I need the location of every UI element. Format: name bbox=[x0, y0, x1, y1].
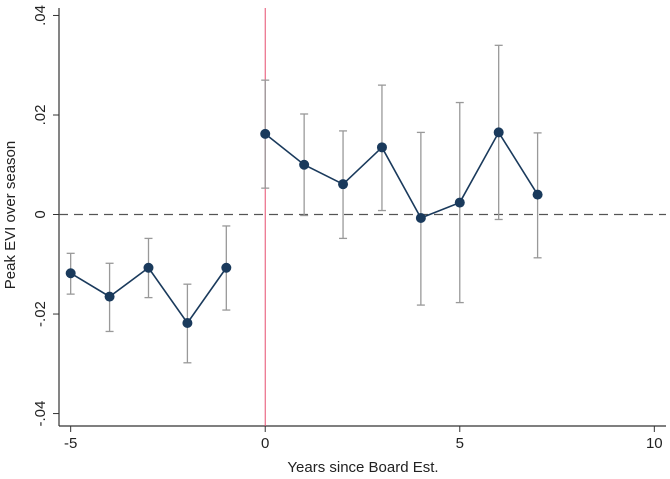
x-tick-label: 10 bbox=[646, 435, 663, 452]
data-point bbox=[415, 212, 426, 223]
data-point bbox=[493, 127, 504, 138]
data-point bbox=[338, 179, 349, 190]
axes: -.04 -.02 0 .02 .04 -5 0 5 10 bbox=[32, 5, 666, 452]
x-axis-title: Years since Board Est. bbox=[287, 459, 438, 476]
y-tick-label: .02 bbox=[32, 105, 49, 126]
y-tick-label: 0 bbox=[32, 210, 49, 218]
data-point bbox=[376, 142, 387, 153]
data-point bbox=[454, 197, 465, 208]
data-point bbox=[65, 268, 76, 279]
y-tick-label: -.04 bbox=[32, 401, 49, 427]
y-tick-label: .04 bbox=[32, 5, 49, 26]
data-point bbox=[221, 262, 232, 273]
y-tick-label: -.02 bbox=[32, 301, 49, 327]
reference-lines bbox=[59, 8, 666, 426]
data-point bbox=[104, 291, 115, 302]
x-tick-label: 5 bbox=[456, 435, 464, 452]
data-point bbox=[182, 317, 193, 328]
data-point bbox=[299, 159, 310, 170]
series-line bbox=[264, 130, 539, 219]
series-post bbox=[260, 44, 543, 306]
data-point bbox=[143, 262, 154, 273]
x-tick-label: -5 bbox=[64, 435, 77, 452]
data-point bbox=[532, 189, 543, 200]
data-point bbox=[260, 128, 271, 139]
series-layer bbox=[65, 44, 543, 364]
series-pre bbox=[65, 225, 232, 364]
y-axis-title: Peak EVI over season bbox=[2, 141, 19, 289]
x-tick-label: 0 bbox=[261, 435, 269, 452]
